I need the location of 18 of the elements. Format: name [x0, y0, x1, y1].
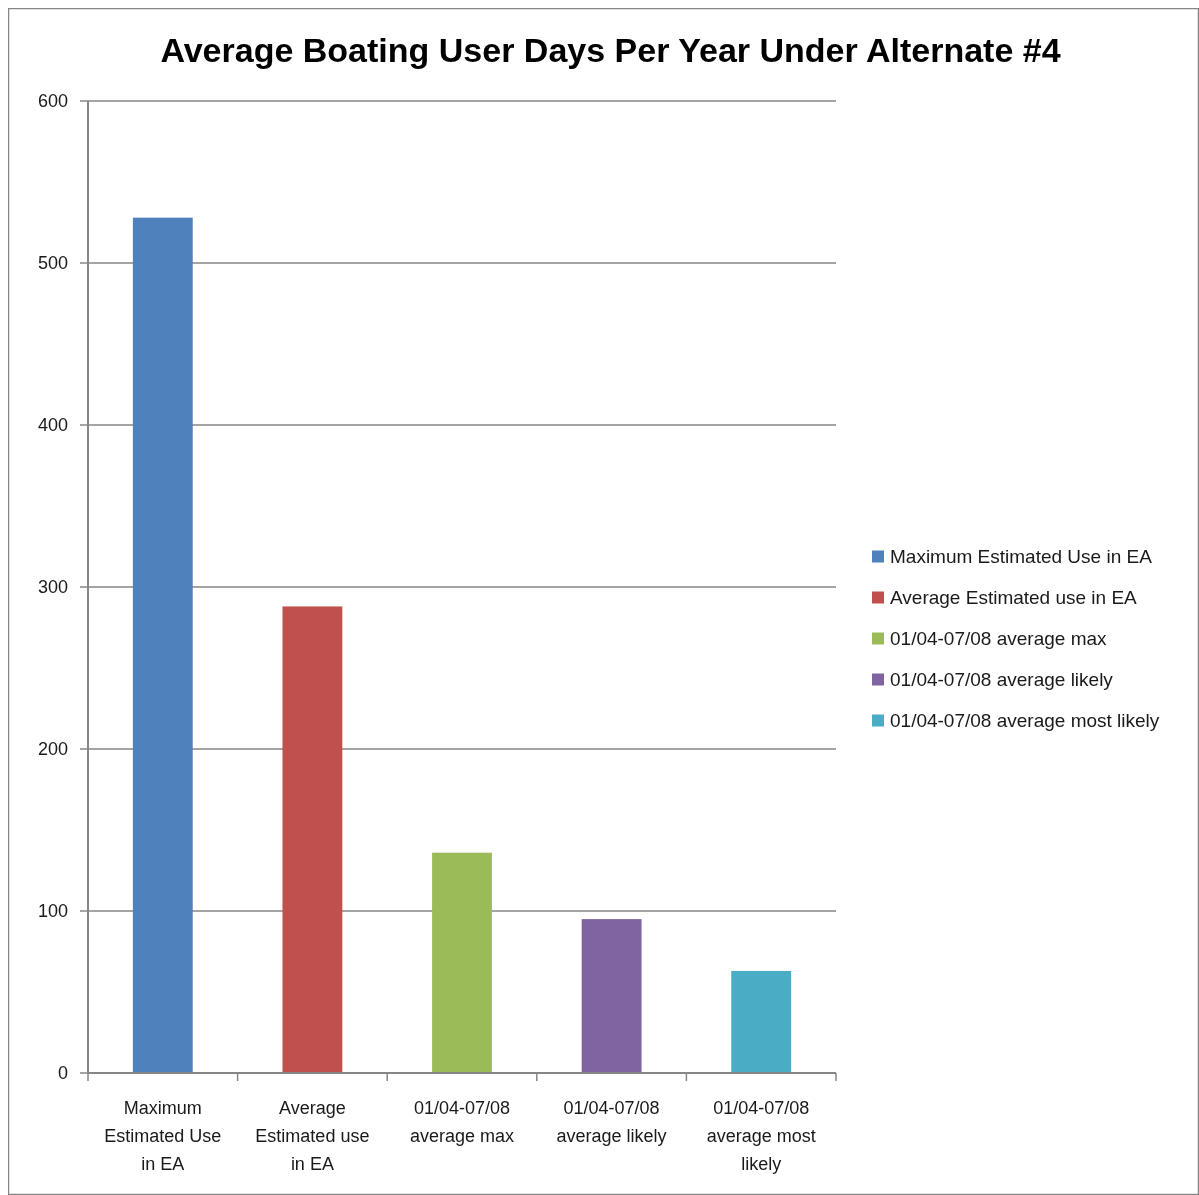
x-tick-label: Average Estimated use in EA: [255, 1098, 370, 1174]
legend-label: Maximum Estimated Use in EA: [890, 546, 1153, 568]
legend-label: 01/04-07/08 average max: [890, 628, 1108, 650]
x-tick-label: 01/04-07/08 average likely: [556, 1098, 667, 1146]
legend-label: 01/04-07/08 average likely: [890, 669, 1114, 691]
x-tick-label: 01/04-07/08 average max: [409, 1098, 515, 1146]
legend-label: Average Estimated use in EA: [890, 587, 1138, 609]
y-tick-label: 600: [37, 91, 68, 112]
y-tick-label: 500: [37, 253, 68, 274]
y-tick-label: 400: [37, 415, 68, 436]
y-tick-label: 100: [37, 901, 68, 922]
chart-title: Average Boating User Days Per Year Under Alternate #4: [160, 31, 1061, 69]
y-tick-label: 300: [37, 577, 68, 598]
legend-label: 01/04-07/08 average most likely: [890, 710, 1160, 732]
y-tick-label: 0: [57, 1063, 68, 1084]
y-tick-label: 200: [37, 739, 68, 760]
x-tick-label: Maximum Estimated Use in EA: [104, 1098, 222, 1174]
x-tick-label: 01/04-07/08 average most likely: [706, 1098, 816, 1174]
